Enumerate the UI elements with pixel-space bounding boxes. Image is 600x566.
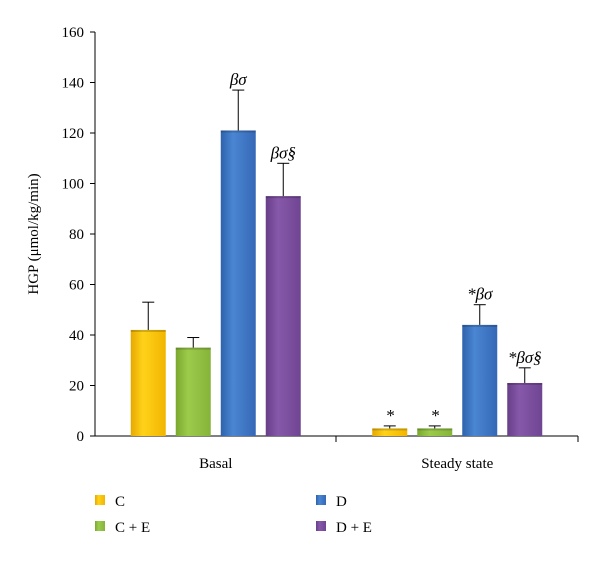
bar-cap-1-1 xyxy=(417,428,453,431)
bar-cap-2-0 xyxy=(220,130,256,133)
category-label-1: Steady state xyxy=(421,456,493,472)
legend-label-1: C + E xyxy=(115,520,150,536)
category-labels: Basal Steady state xyxy=(199,456,494,472)
bar-de-0 xyxy=(265,196,301,436)
y-tick-label-2: 40 xyxy=(69,328,84,344)
bar-ce-1 xyxy=(417,428,453,436)
legend-label-3: D + E xyxy=(336,520,372,536)
bar-cap-3-1 xyxy=(507,382,543,385)
y-tick-label-0: 0 xyxy=(77,429,85,445)
legend-swatch-0 xyxy=(95,495,105,505)
annotation-1-1: * xyxy=(431,406,440,425)
annotation-3-1: *βσ§ xyxy=(508,348,542,367)
legend-label-2: D xyxy=(336,494,347,510)
y-tick-label-8: 160 xyxy=(62,25,85,41)
legend-swatch-3 xyxy=(316,521,326,531)
annotation-2-0: βσ xyxy=(229,70,247,89)
y-tick-label-6: 120 xyxy=(62,126,85,142)
y-tick-label-1: 20 xyxy=(69,379,84,395)
bar-de-1 xyxy=(507,382,543,436)
error-bars xyxy=(142,89,531,429)
y-tick-label-7: 140 xyxy=(62,76,85,92)
bar-cap-1-0 xyxy=(175,347,211,350)
bar-cap-0-1 xyxy=(372,428,408,431)
annotation-2-1: *βσ xyxy=(467,285,493,304)
bar-cap-3-0 xyxy=(265,196,301,199)
bar-c-0 xyxy=(130,329,166,436)
annotations: βσ βσ§ * * *βσ *βσ§ xyxy=(229,70,542,425)
annotation-0-1: * xyxy=(386,406,395,425)
legend-swatch-2 xyxy=(316,495,326,505)
legend-label-0: C xyxy=(115,494,125,510)
bars xyxy=(130,130,543,436)
y-ticks: 0 20 40 60 80 100 120 140 160 xyxy=(62,25,95,445)
bar-cap-2-1 xyxy=(462,324,498,327)
y-tick-label-4: 80 xyxy=(69,227,84,243)
axes xyxy=(94,32,579,442)
bar-d-1 xyxy=(462,324,498,436)
y-tick-label-5: 100 xyxy=(62,177,85,193)
category-label-0: Basal xyxy=(199,456,232,472)
bar-ce-0 xyxy=(175,347,211,436)
annotation-3-0: βσ§ xyxy=(270,143,296,162)
y-axis-label: HGP (μmol/kg/min) xyxy=(26,173,42,294)
y-tick-label-3: 60 xyxy=(69,278,84,294)
bar-cap-0-0 xyxy=(130,329,166,332)
bar-d-0 xyxy=(220,130,256,436)
legend-swatch-1 xyxy=(95,521,105,531)
bar-c-1 xyxy=(372,428,408,436)
legend: C C + E D D + E xyxy=(95,494,372,536)
